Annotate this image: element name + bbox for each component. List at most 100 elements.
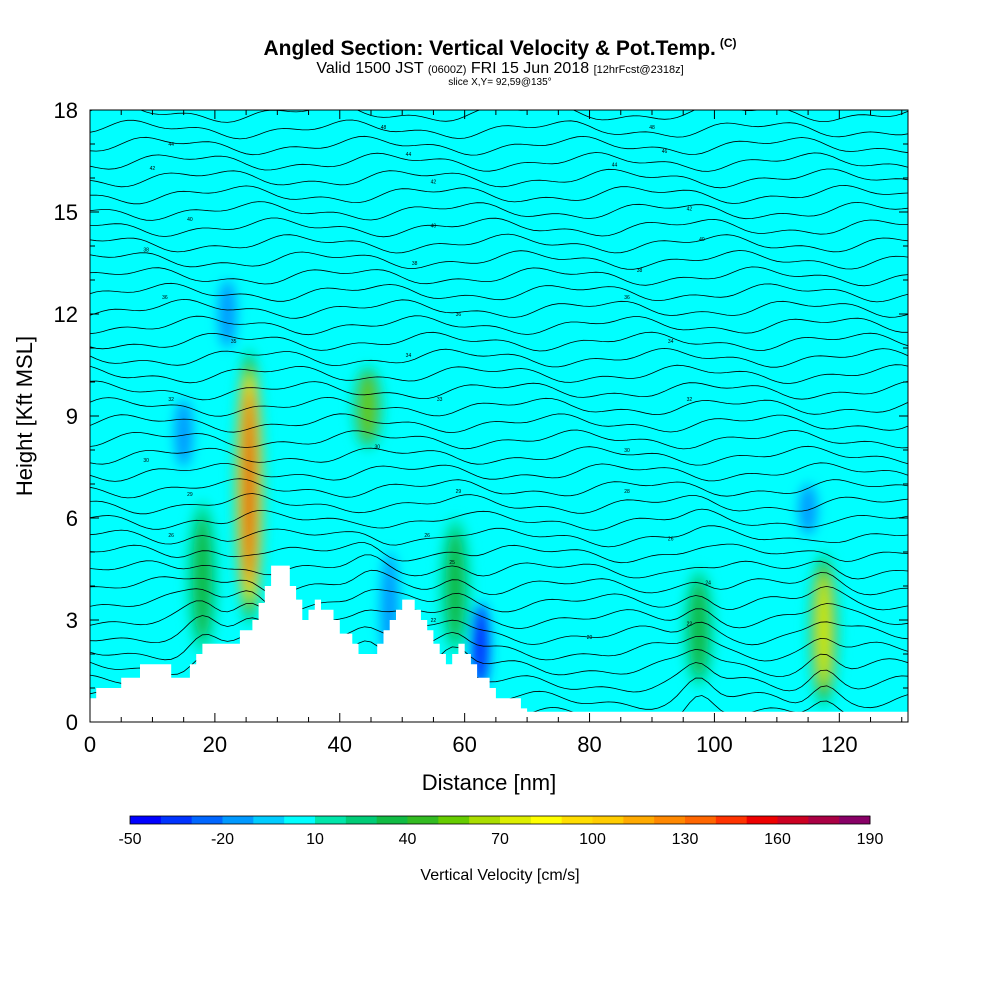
contour-label-0: 48: [381, 125, 387, 131]
forecast-info: [12hrFcst@2318z]: [593, 64, 684, 76]
x-tick-label-100: 100: [696, 732, 733, 757]
colorbar-swatch-2: [191, 816, 223, 824]
x-tick-label-40: 40: [328, 732, 352, 757]
updraft-core-0-6: [246, 398, 253, 577]
contour-label-35: 22: [431, 618, 437, 624]
y-tick-label-12: 12: [54, 302, 78, 327]
y-tick-label-15: 15: [54, 200, 78, 225]
pot-temp-line-21: [90, 364, 908, 384]
contour-label-34: 24: [705, 581, 711, 587]
colorbar-swatch-20: [746, 816, 778, 824]
colorbar-swatch-1: [160, 816, 193, 824]
colorbar-tick-70: 70: [491, 831, 509, 848]
contour-label-10: 40: [431, 224, 437, 230]
contour-label-3: 44: [168, 142, 174, 148]
contour-label-16: 36: [456, 312, 462, 318]
pot-temp-line-28: [90, 250, 908, 270]
valid-utc: (0600Z): [427, 64, 467, 76]
contour-label-15: 36: [162, 295, 168, 301]
colorbar-swatch-4: [253, 816, 285, 824]
contour-label-29: 28: [624, 489, 630, 495]
contour-label-13: 38: [412, 261, 418, 267]
pot-temp-line-19: [90, 396, 908, 417]
pot-temp-line-14: [90, 478, 908, 499]
downdraft-0: [174, 399, 193, 467]
contour-label-14: 38: [637, 268, 643, 274]
contour-label-28: 29: [456, 489, 462, 495]
valid-prefix: Valid 1500 JST: [316, 60, 424, 77]
colorbar-swatch-7: [345, 816, 378, 824]
pot-temp-line-16: [90, 445, 908, 466]
contour-label-5: 44: [612, 162, 618, 168]
colorbar-tick-160: 160: [764, 831, 791, 848]
pot-temp-line-25: [90, 298, 908, 319]
x-tick-label-120: 120: [821, 732, 858, 757]
contour-label-22: 32: [168, 397, 174, 403]
contour-label-24: 30: [143, 458, 149, 464]
colorbar-swatch-15: [592, 816, 624, 824]
plot-area: 48 48 46 44 44 44 42 42 42 40 40 40 38 38 38 36 36 36 35 34…: [90, 110, 908, 722]
colorbar-swatch-10: [438, 816, 470, 824]
colorbar-swatch-14: [561, 816, 593, 824]
chart-title-text: Angled Section: Vertical Velocity & Pot.…: [263, 37, 716, 60]
colorbar-tick--50: -50: [118, 831, 141, 848]
colorbar-swatch-16: [623, 816, 655, 824]
contour-label-12: 38: [143, 247, 149, 253]
pot-temp-line-9: [90, 554, 908, 580]
colorbar-swatch-11: [469, 816, 501, 824]
pot-temp-line-37: [90, 110, 908, 123]
contour-label-36: 22: [687, 621, 693, 627]
pot-temp-line-13: [90, 493, 908, 515]
contour-label-37: 20: [587, 635, 593, 641]
contour-label-8: 42: [687, 207, 693, 213]
y-axis-label: Height [Kft MSL]: [12, 336, 37, 496]
contour-label-33: 25: [449, 560, 455, 566]
contour-label-1: 48: [649, 125, 655, 131]
updraft-core-1-2: [361, 375, 375, 440]
updraft-core-3-1: [192, 514, 212, 641]
colorbar: -50 -20 10 40 70 100 130 160 190 Vertical Velocit…: [118, 815, 884, 884]
updraft-core-2-3: [818, 575, 830, 685]
colorbar-tick-190: 190: [857, 831, 884, 848]
contour-label-27: 29: [187, 492, 193, 498]
velocity-field: [174, 280, 840, 709]
colorbar-tick--20: -20: [211, 831, 234, 848]
colorbar-swatch-21: [777, 816, 809, 824]
updraft-core-5-1: [445, 530, 465, 642]
terrain: [90, 565, 908, 722]
pot-temp-line-5: [90, 615, 908, 646]
colorbar-swatch-18: [685, 816, 717, 824]
colorbar-swatch-12: [500, 816, 532, 824]
contour-label-30: 26: [168, 533, 174, 539]
colorbar-swatch-5: [284, 816, 316, 824]
pot-temp-contours: 48 48 46 44 44 44 42 42 42 40 40 40 38 38 38 36 36 36 35 34…: [90, 110, 908, 722]
pot-temp-line-24: [90, 315, 908, 336]
y-tick-label-18: 18: [54, 98, 78, 123]
pot-temp-line-15: [90, 462, 908, 482]
pot-temp-line-35: [90, 135, 908, 156]
contour-label-11: 40: [699, 237, 705, 243]
contour-label-18: 35: [231, 339, 237, 345]
contour-label-19: 34: [406, 353, 412, 359]
contour-label-20: 34: [668, 339, 674, 345]
pot-temp-line-33: [90, 168, 908, 189]
contour-label-21: 33: [437, 397, 443, 403]
colorbar-swatch-19: [715, 816, 748, 824]
colorbar-swatch-13: [530, 816, 563, 824]
colorbar-swatch-23: [839, 816, 871, 824]
pot-temp-line-32: [90, 184, 908, 205]
colorbar-title: Vertical Velocity [cm/s]: [420, 867, 579, 884]
colorbar-tick-130: 130: [672, 831, 699, 848]
contour-label-6: 42: [150, 166, 156, 172]
updraft-5: [439, 518, 472, 654]
chart-subtitle: Valid 1500 JST (0600Z) FRI 15 Jun 2018 […: [0, 60, 1000, 78]
downdraft-1: [218, 280, 237, 348]
chart-title: Angled Section: Vertical Velocity & Pot.…: [0, 36, 1000, 61]
x-tick-label-20: 20: [203, 732, 227, 757]
colorbar-swatch-22: [808, 816, 840, 824]
contour-label-31: 26: [424, 533, 430, 539]
colorbar-swatch-6: [315, 816, 347, 824]
slice-info: slice X,Y= 92,59@135°: [448, 77, 552, 88]
